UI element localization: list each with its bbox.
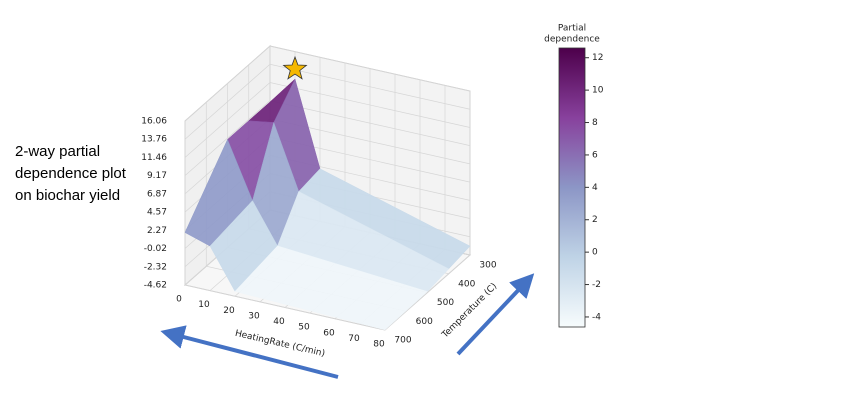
- x-tick-label: 0: [176, 295, 182, 305]
- grid-line: [184, 82, 471, 158]
- z-tick-label: 2.27: [147, 226, 167, 236]
- z-tick-label: 16.06: [141, 117, 167, 127]
- surface-patch: [234, 245, 428, 331]
- x-tick-label: 40: [273, 317, 285, 327]
- annotation: 2-way partial: [15, 143, 100, 160]
- colorbar-title: dependence: [544, 35, 600, 45]
- y-tick-label: 600: [416, 317, 433, 327]
- grid-line: [184, 100, 471, 176]
- colorbar-title: Partial: [558, 24, 586, 34]
- colorbar-tick-label: 6: [592, 150, 598, 160]
- x-tick-label: 10: [198, 300, 210, 310]
- z-tick-label: 11.46: [141, 153, 167, 163]
- colorbar-tick-label: 0: [592, 248, 598, 258]
- y-axis-label: Temperature (C): [440, 281, 500, 341]
- z-tick-label: 6.87: [147, 189, 167, 199]
- z-tick-label: 9.17: [147, 171, 167, 181]
- grid-line: [184, 63, 471, 140]
- grid-line: [184, 45, 471, 122]
- z-tick-label: 13.76: [141, 135, 167, 145]
- x-tick-label: 70: [348, 334, 360, 344]
- arrow: [456, 273, 535, 356]
- y-tick-label: 400: [458, 279, 475, 289]
- arrow: [160, 325, 339, 379]
- colorbar-tick-label: -2: [592, 280, 601, 290]
- colorbar-tick-label: 10: [592, 86, 604, 96]
- colorbar-tick-label: 12: [592, 53, 603, 63]
- y-tick-label: 500: [437, 298, 454, 308]
- z-tick-label: -2.32: [144, 262, 167, 272]
- colorbar-tick-label: 2: [592, 215, 598, 225]
- x-tick-label: 30: [248, 311, 260, 321]
- x-tick-label: 20: [223, 306, 235, 316]
- z-tick-label: -0.02: [144, 244, 167, 254]
- colorbar-tick-label: -4: [592, 312, 601, 322]
- z-tick-label: 4.57: [147, 208, 167, 218]
- star: [282, 55, 308, 80]
- y-tick-label: 300: [479, 261, 496, 271]
- z-tick-label: -4.62: [144, 281, 167, 291]
- annotation: on biochar yield: [15, 187, 120, 204]
- colorbar: [558, 47, 586, 328]
- colorbar-tick-label: 4: [592, 183, 598, 193]
- colorbar-tick-label: 8: [592, 118, 598, 128]
- x-tick-label: 60: [323, 328, 335, 338]
- y-tick-label: 700: [394, 336, 411, 346]
- x-tick-label: 50: [298, 323, 310, 333]
- x-tick-label: 80: [373, 340, 385, 350]
- annotation: dependence plot: [15, 165, 127, 182]
